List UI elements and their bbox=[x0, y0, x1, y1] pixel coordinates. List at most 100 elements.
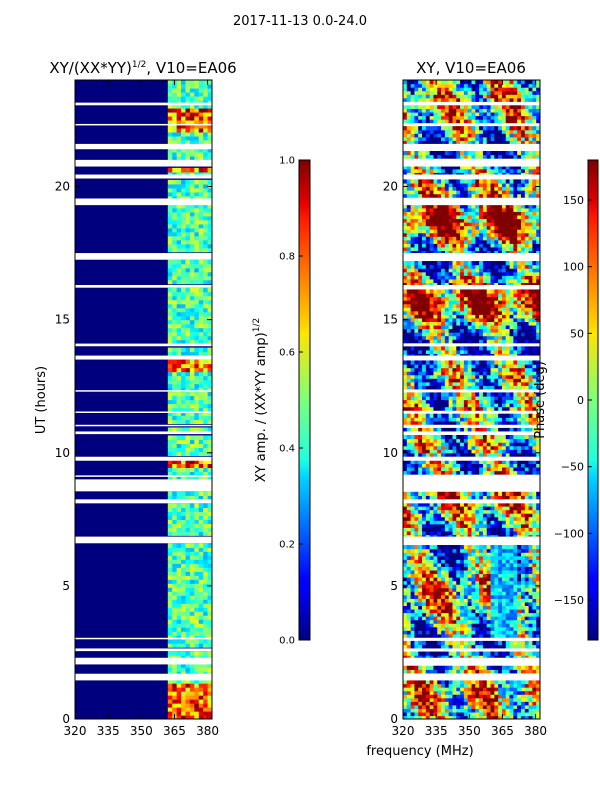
left-heatmap-cell bbox=[185, 419, 191, 425]
right-heatmap-cell bbox=[498, 711, 503, 717]
left-heatmap-cell bbox=[203, 139, 209, 145]
right-heatmap-cell bbox=[479, 314, 484, 319]
right-heatmap-cell bbox=[410, 378, 416, 383]
right-heatmap-cell bbox=[437, 332, 442, 337]
left-heatmap-cell bbox=[203, 631, 209, 636]
right-heatmap-cell bbox=[494, 619, 499, 624]
right-heatmap-cell bbox=[475, 491, 480, 496]
left-heatmap-cell bbox=[181, 563, 187, 568]
right-heatmap-cell bbox=[410, 506, 416, 511]
right-heatmap-cell bbox=[479, 612, 484, 617]
right-heatmap-cell bbox=[418, 559, 423, 564]
left-heatmap-cell bbox=[185, 139, 191, 145]
right-heatmap-cell bbox=[414, 534, 419, 539]
left-heatmap-cell bbox=[181, 495, 187, 500]
right-heatmap-cell bbox=[448, 378, 454, 383]
right-heatmap-cell bbox=[403, 516, 408, 521]
right-heatmap-cell bbox=[494, 307, 499, 312]
right-heatmap-cell bbox=[433, 506, 438, 511]
right-heatmap-cell bbox=[444, 403, 450, 408]
right-heatmap-cell bbox=[532, 435, 537, 440]
right-heatmap-cell bbox=[490, 559, 495, 564]
left-heatmap-cell bbox=[185, 583, 191, 588]
left-heatmap-cell bbox=[203, 219, 209, 225]
left-heatmap-cell bbox=[181, 595, 187, 600]
right-heatmap-cell bbox=[460, 669, 465, 674]
right-heatmap-cell bbox=[425, 502, 431, 507]
right-heatmap-cell bbox=[441, 704, 446, 709]
right-heatmap-cell bbox=[528, 608, 533, 614]
right-heatmap-cell bbox=[410, 509, 416, 514]
right-heatmap-cell bbox=[486, 545, 492, 550]
right-heatmap-cell bbox=[410, 403, 416, 408]
right-heatmap-cell bbox=[467, 506, 473, 511]
right-heatmap-cell bbox=[509, 371, 514, 376]
right-heatmap-cell bbox=[513, 694, 518, 699]
right-heatmap-cell bbox=[482, 420, 488, 425]
right-heatmap-cell bbox=[536, 470, 540, 475]
right-heatmap-cell bbox=[444, 527, 450, 532]
right-heatmap-cell bbox=[403, 566, 408, 571]
left-heatmap-cell bbox=[167, 671, 173, 676]
right-heatmap-cell bbox=[448, 442, 454, 447]
left-heatmap-cell bbox=[203, 167, 209, 173]
right-heatmap-cell bbox=[403, 385, 408, 390]
left-heatmap-cell bbox=[207, 691, 212, 696]
right-heatmap-cell bbox=[524, 495, 530, 500]
left-heatmap-cell bbox=[167, 667, 173, 672]
right-heatmap-cell bbox=[486, 591, 492, 596]
left-heatmap-cell bbox=[198, 667, 204, 672]
amplitude-colorbar-tick-label: 0.2 bbox=[279, 540, 295, 551]
right-heatmap-cell bbox=[498, 300, 503, 305]
right-heatmap-cell bbox=[467, 577, 473, 582]
right-heatmap-cell bbox=[444, 293, 450, 298]
right-heatmap-cell bbox=[528, 708, 533, 713]
left-heatmap-cell bbox=[172, 275, 178, 281]
right-heatmap-cell bbox=[517, 711, 522, 717]
right-heatmap-cell bbox=[403, 459, 408, 464]
right-heatmap-cell bbox=[509, 651, 514, 656]
left-heatmap-cell bbox=[185, 267, 191, 273]
right-heatmap-cell bbox=[486, 704, 492, 709]
right-heatmap-cell bbox=[406, 665, 412, 670]
right-heatmap-cell bbox=[513, 633, 518, 638]
left-heatmap-cell bbox=[172, 399, 178, 405]
right-heatmap-cell bbox=[524, 491, 530, 496]
right-heatmap-cell bbox=[467, 697, 473, 702]
right-heatmap-cell bbox=[532, 598, 537, 603]
right-heatmap-cell bbox=[403, 300, 408, 305]
right-heatmap-cell bbox=[444, 655, 450, 660]
left-heatmap-cell bbox=[203, 711, 209, 716]
right-heatmap-cell bbox=[418, 569, 423, 575]
right-heatmap-cell bbox=[490, 459, 495, 464]
right-heatmap-cell bbox=[524, 296, 530, 301]
right-heatmap-cell bbox=[410, 715, 416, 719]
left-heatmap-cell bbox=[203, 451, 209, 457]
right-heatmap-cell bbox=[494, 545, 499, 550]
right-heatmap-cell bbox=[463, 296, 469, 301]
right-heatmap-cell bbox=[471, 335, 476, 340]
right-heatmap-cell bbox=[513, 392, 518, 397]
right-heatmap-cell bbox=[433, 580, 438, 585]
left-heatmap-cell bbox=[167, 111, 173, 117]
right-heatmap-cell bbox=[429, 520, 435, 525]
right-heatmap-cell bbox=[475, 587, 480, 592]
right-heatmap-cell bbox=[520, 697, 526, 702]
right-heatmap-cell bbox=[509, 463, 514, 468]
right-heatmap-cell bbox=[452, 520, 457, 525]
right-heatmap-cell bbox=[448, 594, 454, 599]
right-heatmap-cell bbox=[441, 310, 446, 315]
right-heatmap-cell bbox=[437, 559, 442, 564]
right-heatmap-cell bbox=[429, 293, 435, 298]
right-heatmap-cell bbox=[437, 328, 442, 333]
right-heatmap-cell bbox=[406, 502, 412, 507]
right-heatmap-cell bbox=[513, 449, 518, 454]
right-heatmap-cell bbox=[505, 392, 511, 397]
left-heatmap-cell bbox=[167, 619, 173, 624]
left-heatmap-cell bbox=[185, 123, 191, 129]
right-heatmap-cell bbox=[532, 491, 537, 496]
left-heatmap-cell bbox=[185, 83, 191, 89]
left-heatmap-cell bbox=[172, 579, 178, 584]
left-heatmap-cell bbox=[172, 651, 178, 656]
right-heatmap-cell bbox=[513, 296, 518, 301]
